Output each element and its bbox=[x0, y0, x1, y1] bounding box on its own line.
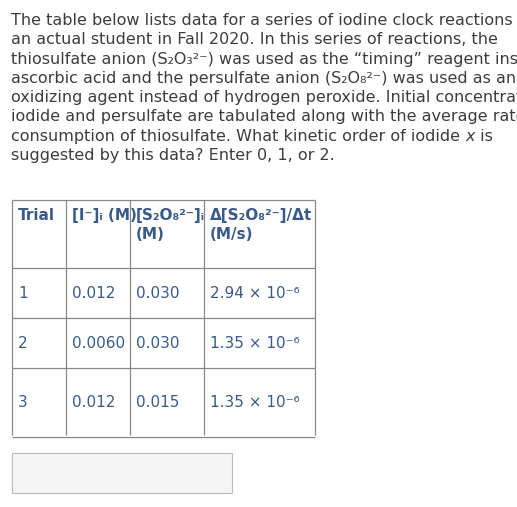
Text: 1.35 × 10⁻⁶: 1.35 × 10⁻⁶ bbox=[210, 395, 300, 410]
Text: ascorbic acid and the persulfate anion (S₂O₈²⁻) was used as an: ascorbic acid and the persulfate anion (… bbox=[11, 71, 516, 86]
Text: oxidizing agent instead of hydrogen peroxide. Initial concentrations of: oxidizing agent instead of hydrogen pero… bbox=[11, 90, 517, 105]
Text: 0.015: 0.015 bbox=[136, 395, 179, 410]
Text: 2: 2 bbox=[18, 336, 27, 350]
Text: x: x bbox=[465, 129, 475, 143]
Text: thiosulfate anion (S₂O₃²⁻) was used as the “timing” reagent instead of: thiosulfate anion (S₂O₃²⁻) was used as t… bbox=[11, 52, 517, 66]
Text: is: is bbox=[475, 129, 493, 143]
Text: 2.94 × 10⁻⁶: 2.94 × 10⁻⁶ bbox=[210, 285, 300, 301]
Text: 0.030: 0.030 bbox=[136, 336, 179, 350]
Text: 1: 1 bbox=[18, 285, 27, 301]
Text: an actual student in Fall 2020. In this series of reactions, the: an actual student in Fall 2020. In this … bbox=[11, 32, 498, 47]
Text: 0.0060: 0.0060 bbox=[72, 336, 125, 350]
Text: 1.35 × 10⁻⁶: 1.35 × 10⁻⁶ bbox=[210, 336, 300, 350]
Text: [I⁻]ᵢ (M): [I⁻]ᵢ (M) bbox=[72, 208, 137, 223]
Text: suggested by this data? Enter 0, 1, or 2.: suggested by this data? Enter 0, 1, or 2… bbox=[11, 148, 335, 163]
Text: Trial: Trial bbox=[18, 208, 55, 223]
Bar bbox=[12, 453, 232, 493]
Text: 3: 3 bbox=[18, 395, 28, 410]
Text: 0.012: 0.012 bbox=[72, 285, 115, 301]
Text: Δ[S₂O₈²⁻]/Δt
(M/s): Δ[S₂O₈²⁻]/Δt (M/s) bbox=[210, 208, 312, 242]
Text: consumption of thiosulfate. What kinetic order of iodide: consumption of thiosulfate. What kinetic… bbox=[11, 129, 465, 143]
Text: The table below lists data for a series of iodine clock reactions run by: The table below lists data for a series … bbox=[11, 13, 517, 28]
Text: 0.030: 0.030 bbox=[136, 285, 179, 301]
Text: iodide and persulfate are tabulated along with the average rate of: iodide and persulfate are tabulated alon… bbox=[11, 110, 517, 124]
Text: [S₂O₈²⁻]ᵢ
(M): [S₂O₈²⁻]ᵢ (M) bbox=[136, 208, 205, 242]
Text: 0.012: 0.012 bbox=[72, 395, 115, 410]
